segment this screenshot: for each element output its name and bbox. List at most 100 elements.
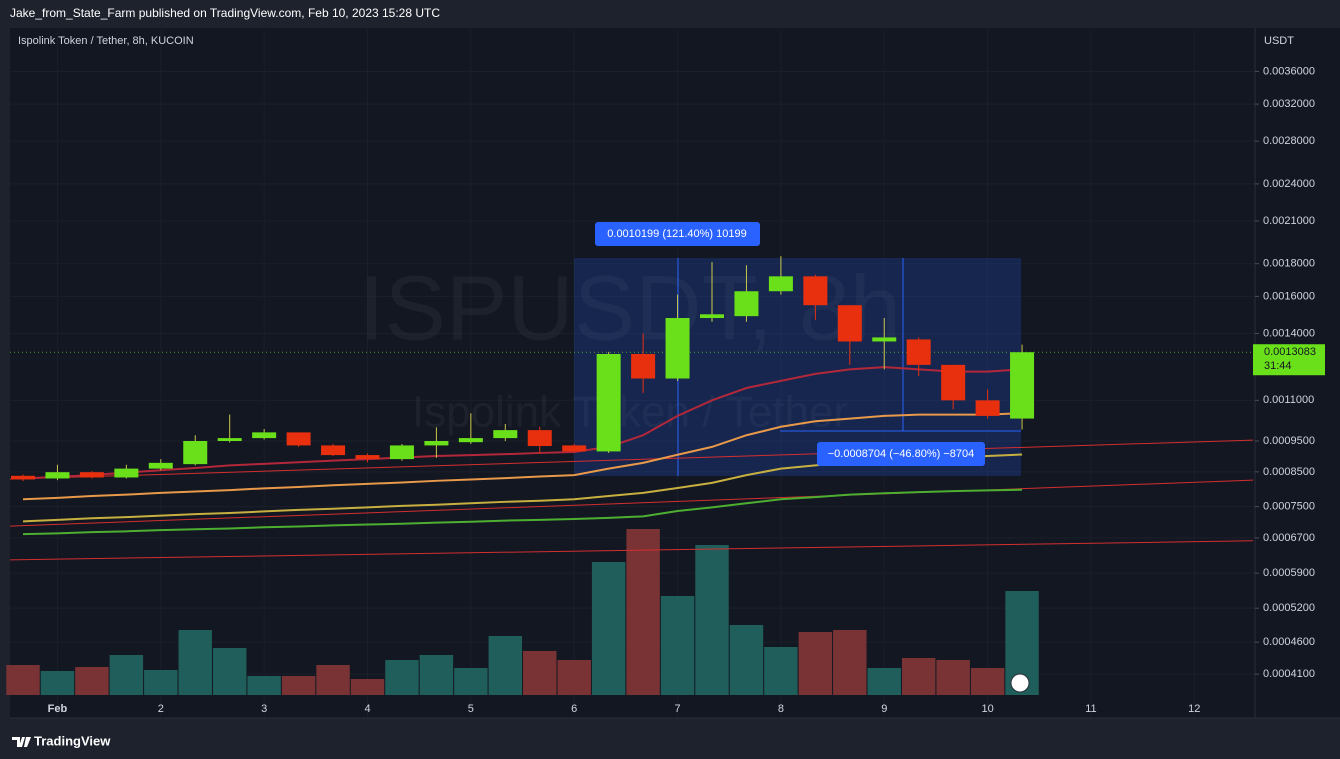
x-tick-label: 2 <box>158 703 164 715</box>
volume-bar <box>109 655 144 695</box>
candle-body <box>941 364 966 401</box>
publish-header: Jake_from_State_Farm published on Tradin… <box>10 6 440 20</box>
volume-bar <box>626 529 660 695</box>
volume-bar <box>212 648 247 695</box>
volume-bar <box>247 676 281 695</box>
candle-body <box>803 276 828 306</box>
grid-layer <box>10 30 1255 718</box>
candle-body <box>665 318 690 379</box>
volume-bar <box>75 667 109 695</box>
candle-body <box>975 400 1000 416</box>
candle-body <box>768 276 793 292</box>
candle-body <box>596 353 621 452</box>
candle-body <box>527 430 552 447</box>
x-tick-label: 12 <box>1188 703 1200 715</box>
y-tick-label: 0.0024000 <box>1263 178 1315 190</box>
volume-bar <box>350 679 385 695</box>
volume-bar <box>833 630 867 695</box>
y-tick-label: 0.0007500 <box>1263 500 1315 512</box>
annotation: 0.0010199 (121.40%) 10199 <box>607 228 746 240</box>
x-tick-label: 8 <box>778 703 784 715</box>
x-tick-label: 5 <box>468 703 474 715</box>
candle-body <box>1010 352 1035 419</box>
candle-body <box>321 445 346 456</box>
volume-bar <box>454 668 488 695</box>
watermark: ISPUSDT, 8h <box>359 257 901 359</box>
y-tick-label: 0.0021000 <box>1263 215 1315 227</box>
y-tick-label: 0.0005900 <box>1263 567 1315 579</box>
candles-layer <box>11 256 1035 482</box>
y-tick-label: 0.0018000 <box>1263 258 1315 270</box>
x-tick-label: 3 <box>261 703 267 715</box>
logo <box>12 737 31 747</box>
y-tick-label: 0.0008500 <box>1263 466 1315 478</box>
x-tick-label: 7 <box>674 703 680 715</box>
annotation-box <box>817 442 985 466</box>
candle-body <box>631 353 656 379</box>
volume-layer <box>6 529 1039 695</box>
volume-bar <box>798 632 833 695</box>
candle-body <box>458 438 483 443</box>
y-tick-label: 0.0006700 <box>1263 532 1315 544</box>
x-tick-label: 9 <box>881 703 887 715</box>
y-tick-label: 0.0004600 <box>1263 636 1315 648</box>
annotation: −0.0008704 (−46.80%) −8704 <box>828 448 975 460</box>
candle-body <box>493 430 518 439</box>
y-tick-label: 0.0028000 <box>1263 135 1315 147</box>
last-price-box <box>1253 344 1325 376</box>
candle-body <box>114 468 139 478</box>
volume-bar <box>488 636 523 695</box>
candle-body <box>424 441 449 446</box>
volume-bar <box>970 668 1005 695</box>
x-tick-label: 6 <box>571 703 577 715</box>
moving-average <box>22 488 1023 536</box>
axis-layer: 0.0036000 0.0032000 0.0028000 0.0024000 0.00… <box>48 65 1325 715</box>
countdown: 31:44 <box>1264 360 1292 372</box>
volume-bar <box>557 660 591 695</box>
candle-body <box>734 291 759 317</box>
candle-body <box>217 438 242 442</box>
volume-bar <box>281 676 316 695</box>
candle-body <box>45 472 70 479</box>
flag-icon <box>1010 673 1030 693</box>
volume-bar <box>901 658 936 695</box>
candle-body <box>837 305 862 342</box>
volume-bar <box>385 660 419 695</box>
candle-body <box>11 475 35 480</box>
y-tick-label: 0.0016000 <box>1263 290 1315 302</box>
y-tick-label: 0.0009500 <box>1263 435 1315 447</box>
volume-bar <box>867 668 901 695</box>
x-tick-label: 4 <box>364 703 370 715</box>
candle-body <box>355 455 380 460</box>
candle-body <box>872 337 897 342</box>
volume-bar <box>419 655 454 695</box>
symbol-title: Ispolink Token / Tether, 8h, KUCOIN <box>18 35 194 47</box>
volume-bar <box>144 670 178 695</box>
candle-body <box>906 339 931 365</box>
volume-bar <box>936 660 970 695</box>
lines-layer <box>9 351 1255 561</box>
volume-bar <box>660 596 695 695</box>
x-tick-label: Feb <box>48 703 68 715</box>
y-tick-label: 0.0004100 <box>1263 668 1315 680</box>
candle-body <box>148 462 173 469</box>
moving-average <box>22 412 1023 501</box>
candle-body <box>562 445 587 452</box>
moving-average <box>22 366 1023 480</box>
y-tick-label: 0.0014000 <box>1263 327 1315 339</box>
x-tick-label: 10 <box>981 703 993 715</box>
y-tick-label: 0.0032000 <box>1263 98 1315 110</box>
candle-body <box>183 441 208 465</box>
volume-bar <box>6 665 40 695</box>
volume-bar <box>591 562 626 695</box>
x-tick-label: 11 <box>1085 703 1096 715</box>
annotation-box <box>595 222 760 246</box>
y-tick-label: 0.0036000 <box>1263 65 1315 77</box>
volume-bar <box>729 625 764 695</box>
footer-brand: TradingView <box>34 733 111 748</box>
volume-bar <box>695 545 729 695</box>
candle-body <box>389 445 414 460</box>
candle-body <box>79 472 104 478</box>
volume-bar <box>178 630 212 695</box>
